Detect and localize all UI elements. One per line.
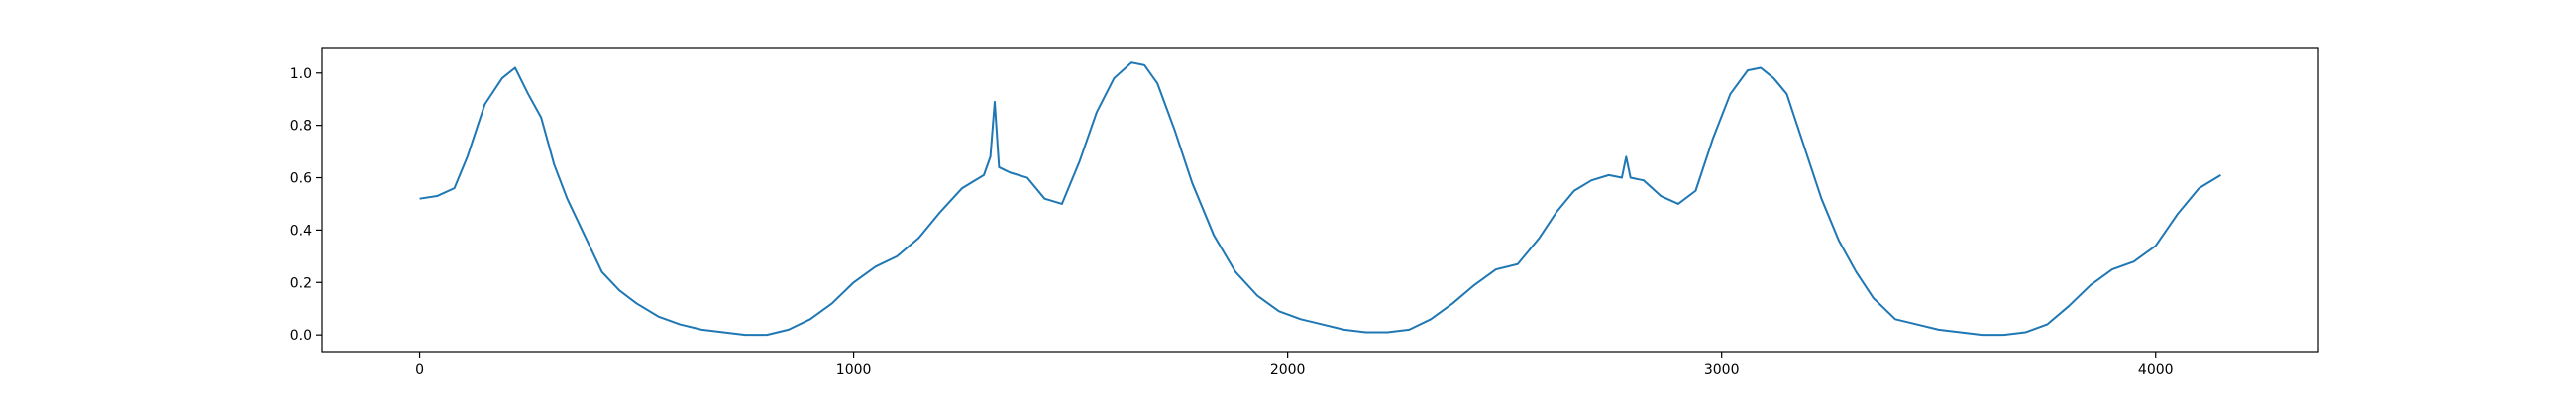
y-tick-label: 0.8	[290, 119, 312, 135]
x-tick-label: 0	[415, 362, 424, 378]
y-tick-label: 1.0	[290, 66, 312, 82]
x-tick-label: 1000	[836, 362, 872, 378]
y-tick-label: 0.2	[290, 275, 312, 291]
x-tick-label: 4000	[2138, 362, 2174, 378]
series-line-0	[419, 61, 2221, 337]
x-tick-label: 2000	[1270, 362, 1306, 378]
y-tick-label: 0.0	[290, 328, 312, 344]
x-tick-label: 3000	[1704, 362, 1740, 378]
plot-area	[419, 61, 2221, 337]
axes: 0 1000 2000 3000 4000 0.0 0.2 0.4 0.6 0.8 1.0	[290, 47, 2319, 378]
y-tick-label: 0.4	[290, 223, 312, 239]
y-tick-label: 0.6	[290, 171, 312, 187]
axes-frame	[321, 47, 2319, 353]
